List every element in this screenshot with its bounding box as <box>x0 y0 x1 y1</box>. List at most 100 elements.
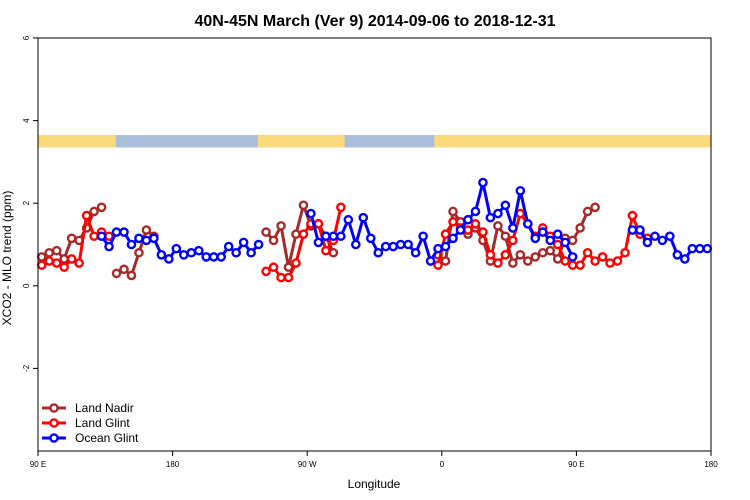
data-point-land-glint <box>500 250 511 260</box>
data-point-ocean-glint <box>156 250 167 260</box>
data-point-ocean-glint <box>223 241 234 252</box>
data-point-land-nadir <box>141 225 152 235</box>
data-point-land-glint <box>291 258 301 268</box>
data-point-land-glint <box>89 231 99 242</box>
y-tick-label: 4 <box>22 118 31 123</box>
data-point-ocean-glint <box>380 241 391 252</box>
data-point-land-glint <box>261 266 271 277</box>
x-tick-label: 90 W <box>298 460 317 469</box>
data-point-ocean-glint <box>478 177 488 188</box>
data-point-land-glint <box>440 229 451 239</box>
data-point-ocean-glint <box>388 241 398 252</box>
data-point-land-nadir <box>44 247 55 258</box>
data-point-ocean-glint <box>193 245 204 256</box>
y-tick-label: 2 <box>22 200 31 205</box>
data-point-ocean-glint <box>418 231 428 242</box>
data-point-land-nadir <box>440 256 451 266</box>
data-point-ocean-glint <box>351 239 361 250</box>
data-point-ocean-glint <box>433 243 443 254</box>
data-point-ocean-glint <box>321 231 331 242</box>
data-point-land-glint <box>81 210 92 221</box>
plot-frame <box>37 37 712 452</box>
data-point-land-glint <box>552 239 563 250</box>
data-point-land-nadir <box>552 254 563 264</box>
data-point-land-nadir <box>545 245 556 256</box>
data-point-ocean-glint <box>448 233 458 244</box>
data-point-land-glint <box>478 227 488 237</box>
data-point-ocean-glint <box>650 231 660 242</box>
data-point-land-glint <box>51 258 62 268</box>
x-axis-label: Longitude <box>348 477 401 491</box>
data-point-land-glint <box>74 258 84 268</box>
data-point-land-nadir <box>51 245 62 256</box>
data-point-land-nadir <box>493 221 503 231</box>
data-point-land-glint <box>575 260 585 270</box>
data-point-land-glint <box>620 247 630 258</box>
data-point-land-glint <box>433 260 443 270</box>
data-point-land-glint <box>44 256 55 266</box>
data-point-ocean-glint <box>455 225 466 235</box>
legend-label-land-glint: Land Glint <box>75 416 130 430</box>
data-point-land-glint <box>268 262 279 273</box>
data-point-land-glint <box>590 256 600 266</box>
series-land-nadir <box>36 200 600 281</box>
legend-marker-land-glint <box>49 418 59 428</box>
band-land-segment <box>38 135 116 148</box>
x-tick-label: 90 E <box>30 460 46 469</box>
data-point-land-nadir <box>500 231 511 242</box>
data-point-ocean-glint <box>545 235 556 246</box>
data-point-ocean-glint <box>537 227 548 237</box>
band-land-segment <box>257 135 345 148</box>
data-point-land-nadir <box>59 254 69 264</box>
data-point-land-glint <box>612 256 623 266</box>
data-point-ocean-glint <box>470 206 481 217</box>
data-point-land-nadir <box>291 229 301 239</box>
data-point-land-nadir <box>530 252 541 262</box>
data-point-ocean-glint <box>403 239 413 250</box>
data-point-ocean-glint <box>238 237 249 248</box>
data-point-land-nadir <box>134 247 144 258</box>
data-point-ocean-glint <box>216 252 227 262</box>
data-point-ocean-glint <box>567 252 578 262</box>
data-point-land-nadir <box>590 202 600 213</box>
data-point-land-glint <box>448 216 458 227</box>
data-point-ocean-glint <box>171 243 182 254</box>
data-point-ocean-glint <box>149 233 159 244</box>
data-point-land-glint <box>470 219 481 229</box>
x-tick-label: 180 <box>704 460 718 469</box>
band-land-segment <box>434 135 580 148</box>
data-point-land-nadir <box>508 258 518 268</box>
data-point-ocean-glint <box>665 231 675 242</box>
data-point-land-nadir <box>119 264 129 275</box>
data-point-ocean-glint <box>530 233 541 244</box>
data-point-land-glint <box>36 260 47 270</box>
legend-label-land-nadir: Land Nadir <box>75 401 134 415</box>
data-point-ocean-glint <box>702 243 713 254</box>
data-point-land-nadir <box>36 252 47 262</box>
data-point-ocean-glint <box>694 243 705 254</box>
data-point-ocean-glint <box>657 235 668 246</box>
data-point-ocean-glint <box>134 233 144 244</box>
y-tick-label: 0 <box>22 283 31 288</box>
data-point-ocean-glint <box>306 208 316 219</box>
data-point-ocean-glint <box>96 231 107 242</box>
data-point-ocean-glint <box>231 247 241 258</box>
data-point-land-nadir <box>268 235 279 246</box>
chart-title: 40N-45N March (Ver 9) 2014-09-06 to 2018… <box>194 13 555 30</box>
data-point-land-glint <box>605 258 615 268</box>
land-mask-band <box>38 135 711 148</box>
data-point-land-nadir <box>298 200 309 211</box>
band-land-segment <box>579 135 711 148</box>
data-point-land-nadir <box>283 262 294 273</box>
data-point-land-nadir <box>515 250 526 260</box>
data-point-land-glint <box>321 245 331 256</box>
data-point-ocean-glint <box>672 250 683 260</box>
data-point-ocean-glint <box>485 212 496 223</box>
x-tick-label: 0 <box>440 460 445 469</box>
y-tick-label: -2 <box>22 364 31 372</box>
data-point-land-glint <box>567 260 578 270</box>
data-point-ocean-glint <box>500 200 511 211</box>
data-point-ocean-glint <box>515 186 526 196</box>
